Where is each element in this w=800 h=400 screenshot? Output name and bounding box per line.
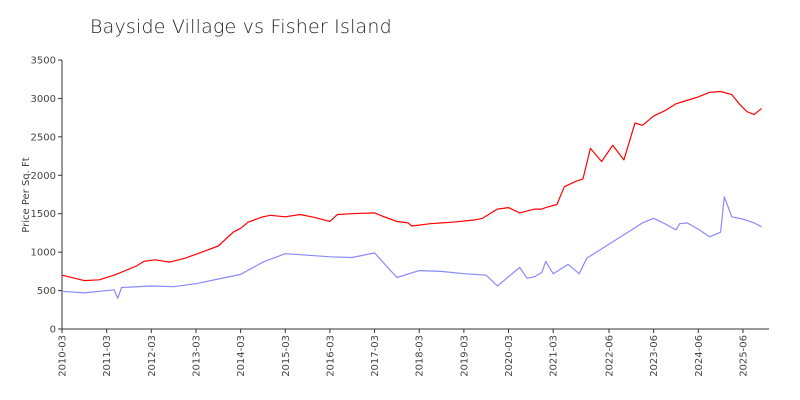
y-tick-label: 1500 xyxy=(31,209,56,220)
x-tick-label: 2021-03 xyxy=(549,335,560,377)
x-tick-label: 2011-03 xyxy=(102,335,113,377)
x-tick-label: 2024-06 xyxy=(694,335,705,377)
x-tick-label: 2014-03 xyxy=(236,335,247,377)
x-tick-label: 2023-06 xyxy=(649,335,660,377)
x-tick-label: 2022-06 xyxy=(604,335,615,377)
series-line-2 xyxy=(61,196,762,299)
y-axis: 0 500 1000 1500 2000 2500 3000 3500 xyxy=(31,56,63,336)
chart-title: Bayside Village vs Fisher Island xyxy=(90,16,392,38)
y-tick-label: 2500 xyxy=(31,132,56,143)
x-tick-label: 2017-03 xyxy=(370,335,381,377)
x-tick-label: 2025-06 xyxy=(738,335,749,377)
x-axis: 2010-03 2011-03 2012-03 2013-03 2014-03 2015-… xyxy=(58,328,769,377)
y-axis-title: Price Per Sq. Ft xyxy=(21,157,32,232)
series-layer xyxy=(61,90,762,299)
y-tick-label: 500 xyxy=(37,286,56,297)
y-tick-label: 3000 xyxy=(31,94,56,105)
x-tick-label: 2012-03 xyxy=(147,335,158,377)
x-tick-label: 2013-03 xyxy=(191,335,202,377)
y-tick-label: 0 xyxy=(50,325,56,336)
x-tick-label: 2015-03 xyxy=(281,335,292,377)
y-tick-label: 2000 xyxy=(31,171,56,182)
series-line-1 xyxy=(61,90,762,282)
x-tick-label: 2018-03 xyxy=(415,335,426,377)
x-tick-label: 2010-03 xyxy=(58,335,69,377)
y-tick-label: 1000 xyxy=(31,248,56,259)
x-tick-label: 2019-03 xyxy=(459,335,470,377)
x-tick-label: 2016-03 xyxy=(325,335,336,377)
x-tick-label: 2020-03 xyxy=(504,335,515,377)
y-tick-label: 3500 xyxy=(31,56,56,67)
